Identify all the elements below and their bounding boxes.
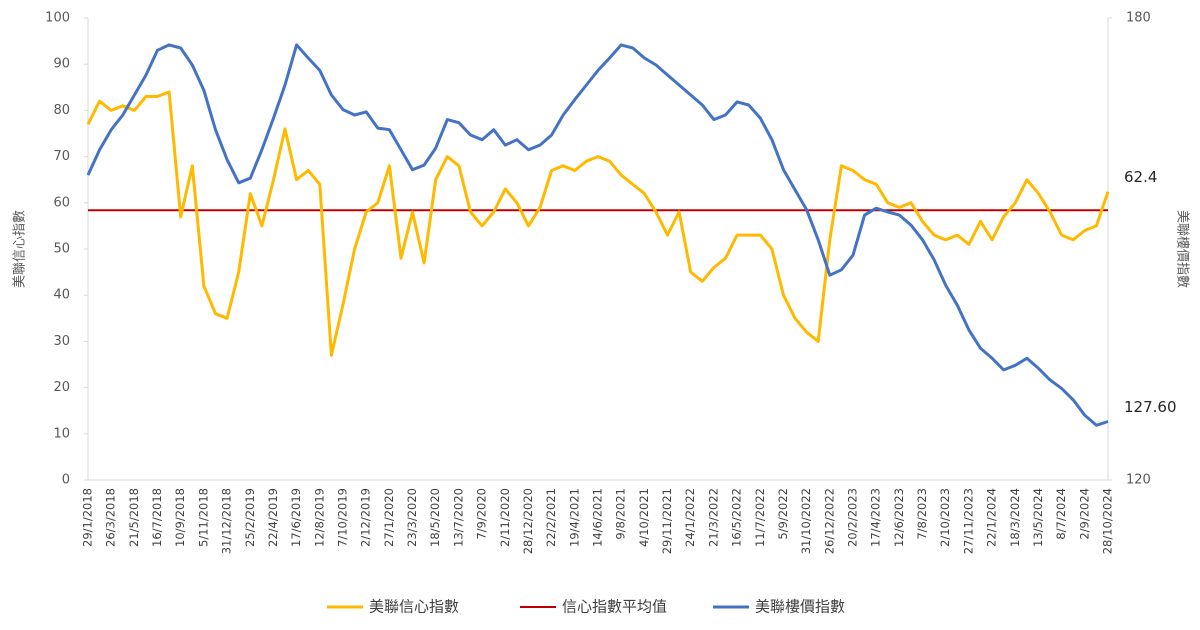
y-axis-title: 美聯信心指數 [13, 210, 28, 288]
x-tick-label: 7/9/2020 [475, 488, 489, 540]
x-tick-label: 28/10/2024 [1101, 488, 1115, 554]
x-tick-label: 23/3/2020 [405, 488, 419, 547]
series-line [86, 43, 1109, 427]
x-tick-label: 4/10/2021 [637, 488, 651, 547]
y2-tick-label: 180 [1126, 11, 1151, 26]
legend-label: 美聯信心指數 [369, 598, 459, 616]
x-tick-label: 8/7/2024 [1054, 488, 1068, 540]
y-tick-label: 50 [53, 242, 70, 257]
x-tick-label: 17/6/2019 [289, 488, 303, 547]
x-tick-label: 7/8/2023 [915, 488, 929, 540]
x-tick-label: 2/12/2019 [359, 488, 373, 547]
annotation: 62.4 [1124, 168, 1157, 186]
y2-axis-title: 美聯樓價指數 [1175, 210, 1190, 288]
y-tick-label: 100 [45, 11, 70, 26]
x-tick-label: 20/2/2023 [846, 488, 860, 547]
x-tick-label: 12/6/2023 [892, 488, 906, 547]
x-tick-label: 17/4/2023 [869, 488, 883, 547]
x-tick-label: 13/5/2024 [1031, 488, 1045, 547]
y-tick-label: 0 [62, 473, 70, 488]
y-tick-label: 40 [53, 288, 70, 303]
x-tick-label: 21/3/2022 [706, 488, 720, 547]
x-tick-label: 5/9/2022 [776, 488, 790, 540]
annotation: 127.60 [1124, 398, 1177, 416]
x-tick-label: 31/10/2022 [799, 488, 813, 554]
x-tick-label: 26/3/2018 [104, 488, 118, 547]
x-tick-label: 9/8/2021 [614, 488, 628, 540]
y-tick-label: 10 [53, 426, 70, 441]
x-tick-label: 21/5/2018 [127, 488, 141, 547]
x-tick-label: 25/2/2019 [243, 488, 257, 547]
x-tick-label: 7/10/2019 [336, 488, 350, 547]
x-tick-label: 27/11/2023 [961, 488, 975, 554]
x-tick-label: 19/4/2021 [567, 488, 581, 547]
y-tick-label: 70 [53, 149, 70, 164]
x-tick-label: 29/1/2018 [81, 488, 95, 547]
legend-label: 信心指數平均值 [562, 598, 667, 616]
y2-tick-label: 120 [1126, 473, 1151, 488]
x-tick-label: 14/6/2021 [591, 488, 605, 547]
x-tick-label: 26/12/2022 [822, 488, 836, 554]
x-tick-label: 18/3/2024 [1008, 488, 1022, 547]
legend-label: 美聯樓價指數 [755, 598, 845, 616]
x-tick-label: 2/9/2024 [1077, 488, 1091, 540]
x-tick-label: 18/5/2020 [428, 488, 442, 547]
y-tick-label: 80 [53, 103, 70, 118]
x-tick-label: 28/12/2020 [521, 488, 535, 554]
x-tick-label: 22/2/2021 [544, 488, 558, 547]
y-tick-label: 30 [53, 334, 70, 349]
x-tick-label: 22/4/2019 [266, 488, 280, 547]
x-tick-label: 10/9/2018 [173, 488, 187, 547]
x-tick-label: 27/1/2020 [382, 488, 396, 547]
x-tick-label: 24/1/2022 [683, 488, 697, 547]
series-line [86, 90, 1110, 357]
x-tick-label: 31/12/2018 [220, 488, 234, 554]
x-tick-label: 29/11/2021 [660, 488, 674, 554]
y-tick-label: 90 [53, 57, 70, 72]
x-tick-label: 16/7/2018 [150, 488, 164, 547]
x-tick-label: 2/10/2023 [938, 488, 952, 547]
x-tick-label: 13/7/2020 [451, 488, 465, 547]
x-tick-label: 22/1/2024 [985, 488, 999, 547]
x-tick-label: 12/8/2019 [312, 488, 326, 547]
x-tick-label: 2/11/2020 [498, 488, 512, 547]
x-tick-label: 11/7/2022 [753, 488, 767, 547]
y-tick-label: 20 [53, 380, 70, 395]
y-tick-label: 60 [53, 195, 70, 210]
x-tick-label: 16/5/2022 [730, 488, 744, 547]
x-tick-label: 5/11/2018 [196, 488, 210, 547]
